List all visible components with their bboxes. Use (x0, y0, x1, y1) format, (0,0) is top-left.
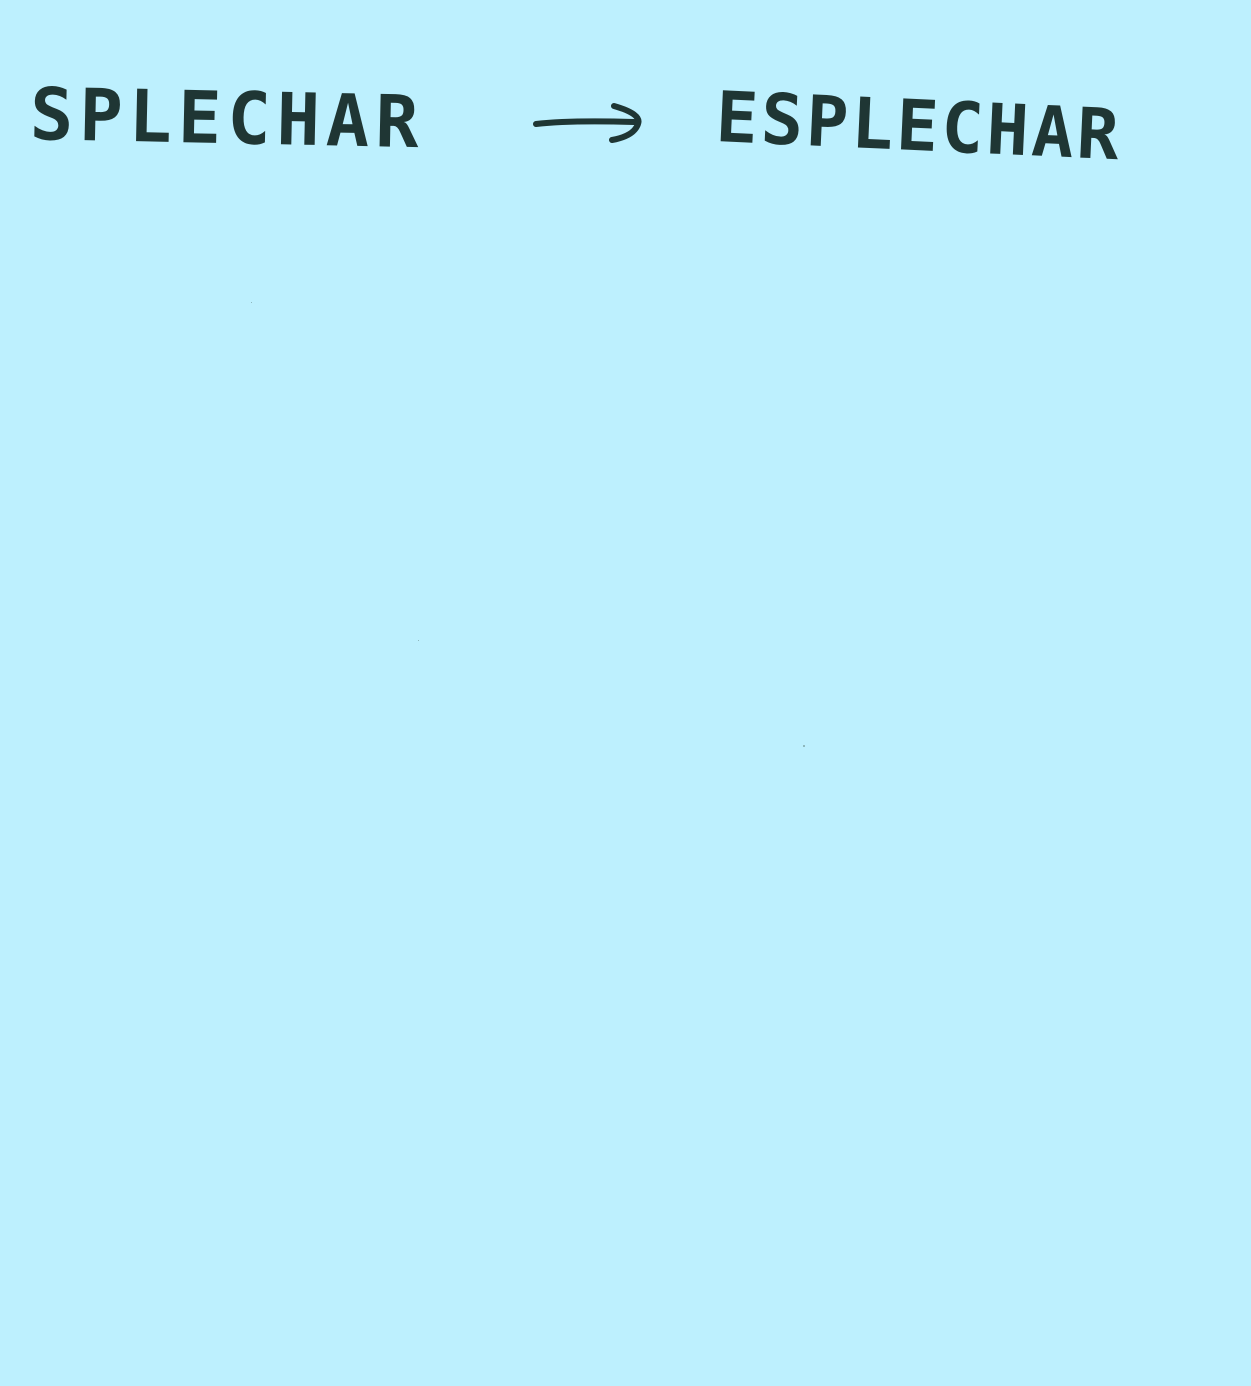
paper-speck (251, 302, 252, 303)
paper-speck (418, 640, 419, 641)
handwritten-line: SPLECHAR ESPLECHAR (29, 72, 1220, 192)
source-word: SPLECHAR (29, 72, 426, 165)
right-arrow-icon (533, 103, 642, 143)
paper-speck (803, 745, 805, 747)
target-word: ESPLECHAR (714, 76, 1124, 177)
